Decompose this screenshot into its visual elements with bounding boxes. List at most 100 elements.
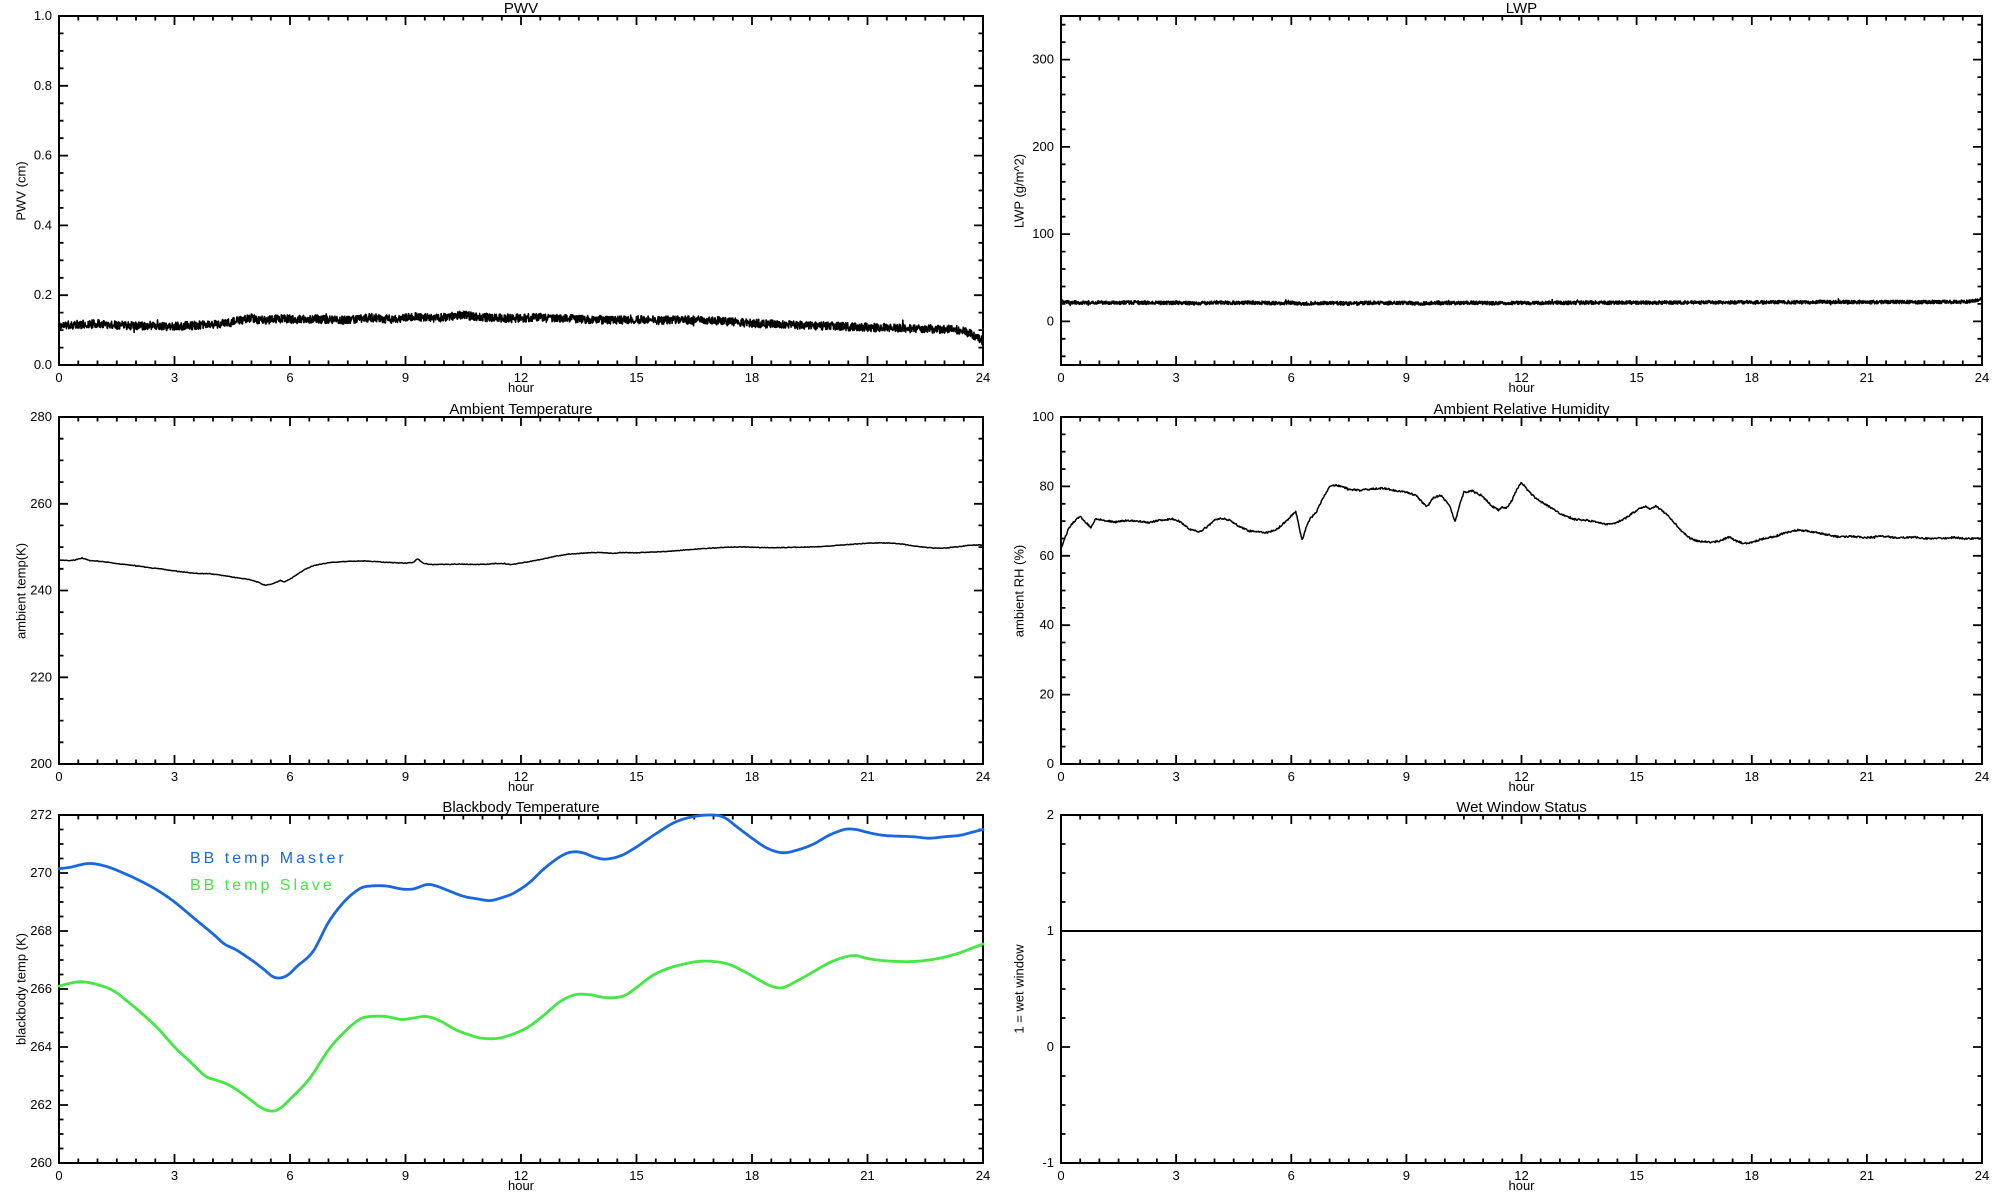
svg-text:24: 24 xyxy=(1975,1168,1989,1183)
blackbody-temperature-x-axis-label: hour xyxy=(507,1178,535,1193)
legend-bb-temp-slave: BB temp Slave xyxy=(190,877,335,894)
svg-text:15: 15 xyxy=(629,769,643,784)
svg-text:0: 0 xyxy=(55,1168,62,1183)
svg-text:12: 12 xyxy=(514,1168,528,1183)
svg-text:300: 300 xyxy=(1032,52,1054,67)
svg-text:18: 18 xyxy=(1745,1168,1759,1183)
blackbody-temperature-plot-title: Blackbody Temperature xyxy=(442,799,600,816)
svg-text:1: 1 xyxy=(1047,923,1054,938)
ambient-temperature-x-axis-label: hour xyxy=(507,779,535,794)
svg-text:24: 24 xyxy=(1975,769,1989,784)
wet-window-y-axis-label: 1 = wet window xyxy=(1011,944,1027,1034)
ambient-temperature-plot-title: Ambient Temperature xyxy=(449,401,593,418)
svg-text:15: 15 xyxy=(629,370,643,385)
svg-text:240: 240 xyxy=(30,583,52,598)
svg-text:6: 6 xyxy=(1288,1168,1295,1183)
svg-text:0: 0 xyxy=(1057,370,1064,385)
svg-text:24: 24 xyxy=(976,370,990,385)
svg-text:270: 270 xyxy=(30,865,52,880)
wet-window-status-plot-title: Wet Window Status xyxy=(1456,799,1587,816)
svg-text:9: 9 xyxy=(402,769,409,784)
svg-text:21: 21 xyxy=(1860,1168,1874,1183)
blackbody-temperature-y-axis-label: blackbody temp (K) xyxy=(13,933,29,1045)
pwv-plot-title: PWV xyxy=(503,0,539,17)
svg-text:200: 200 xyxy=(1032,139,1054,154)
svg-text:0.2: 0.2 xyxy=(34,287,52,302)
svg-text:200: 200 xyxy=(30,756,52,771)
svg-text:2: 2 xyxy=(1047,807,1054,822)
svg-text:264: 264 xyxy=(30,1039,52,1054)
svg-text:100: 100 xyxy=(1032,409,1054,424)
svg-text:0: 0 xyxy=(1057,769,1064,784)
svg-text:21: 21 xyxy=(860,1168,874,1183)
svg-text:0.0: 0.0 xyxy=(34,357,52,372)
lwp-x-axis-label: hour xyxy=(1508,380,1535,395)
ambient-rh-x-axis-label: hour xyxy=(1508,779,1535,794)
svg-text:6: 6 xyxy=(286,1168,293,1183)
svg-text:9: 9 xyxy=(402,370,409,385)
svg-text:0.8: 0.8 xyxy=(34,78,52,93)
svg-text:6: 6 xyxy=(1288,370,1295,385)
svg-text:3: 3 xyxy=(1173,370,1180,385)
ambient-rh-plot-title: Ambient Relative Humidity xyxy=(1433,401,1610,418)
svg-text:12: 12 xyxy=(1514,370,1528,385)
svg-text:9: 9 xyxy=(1403,370,1410,385)
svg-text:80: 80 xyxy=(1040,478,1054,493)
svg-text:24: 24 xyxy=(976,769,990,784)
svg-text:12: 12 xyxy=(1514,1168,1528,1183)
svg-text:21: 21 xyxy=(1860,370,1874,385)
svg-text:12: 12 xyxy=(514,769,528,784)
wet-window-x-axis-label: hour xyxy=(1508,1178,1535,1193)
svg-text:260: 260 xyxy=(30,1155,52,1170)
svg-text:262: 262 xyxy=(30,1097,52,1112)
ambient-rh-y-axis-label: ambient RH (%) xyxy=(1011,544,1027,637)
svg-text:20: 20 xyxy=(1040,687,1054,702)
svg-text:21: 21 xyxy=(1860,769,1874,784)
svg-text:40: 40 xyxy=(1040,617,1054,632)
svg-text:18: 18 xyxy=(745,1168,759,1183)
svg-text:15: 15 xyxy=(1629,370,1643,385)
svg-text:24: 24 xyxy=(1975,370,1989,385)
svg-text:220: 220 xyxy=(30,669,52,684)
svg-text:-1: -1 xyxy=(1042,1155,1054,1170)
svg-text:21: 21 xyxy=(860,769,874,784)
svg-text:266: 266 xyxy=(30,981,52,996)
svg-text:0.6: 0.6 xyxy=(34,148,52,163)
svg-text:12: 12 xyxy=(514,370,528,385)
svg-text:18: 18 xyxy=(1745,769,1759,784)
svg-text:3: 3 xyxy=(1173,1168,1180,1183)
svg-text:24: 24 xyxy=(976,1168,990,1183)
svg-text:9: 9 xyxy=(402,1168,409,1183)
svg-text:0: 0 xyxy=(1047,1039,1054,1054)
svg-text:268: 268 xyxy=(30,923,52,938)
pwv-y-axis-label: PWV (cm) xyxy=(13,160,29,221)
svg-text:3: 3 xyxy=(1173,769,1180,784)
svg-text:0.4: 0.4 xyxy=(34,217,52,232)
svg-text:18: 18 xyxy=(745,769,759,784)
svg-text:3: 3 xyxy=(171,1168,178,1183)
svg-text:3: 3 xyxy=(171,370,178,385)
svg-text:280: 280 xyxy=(30,409,52,424)
svg-text:18: 18 xyxy=(745,370,759,385)
ambient-temperature-y-axis-label: ambient temp(K) xyxy=(13,542,29,639)
svg-text:9: 9 xyxy=(1403,769,1410,784)
svg-text:18: 18 xyxy=(1745,370,1759,385)
blackbody-legend: BB temp Master BB temp Slave xyxy=(190,845,347,899)
svg-text:100: 100 xyxy=(1032,226,1054,241)
legend-bb-temp-master: BB temp Master xyxy=(190,850,347,867)
svg-text:6: 6 xyxy=(286,370,293,385)
svg-text:6: 6 xyxy=(286,769,293,784)
svg-text:6: 6 xyxy=(1288,769,1295,784)
svg-text:0: 0 xyxy=(55,769,62,784)
svg-text:3: 3 xyxy=(171,769,178,784)
pwv-x-axis-label: hour xyxy=(507,380,535,395)
svg-text:60: 60 xyxy=(1040,548,1054,563)
svg-text:1.0: 1.0 xyxy=(34,8,52,23)
svg-text:15: 15 xyxy=(1629,1168,1643,1183)
svg-text:0: 0 xyxy=(1057,1168,1064,1183)
svg-text:0: 0 xyxy=(1047,313,1054,328)
svg-text:0: 0 xyxy=(55,370,62,385)
svg-text:15: 15 xyxy=(629,1168,643,1183)
svg-text:272: 272 xyxy=(30,807,52,822)
